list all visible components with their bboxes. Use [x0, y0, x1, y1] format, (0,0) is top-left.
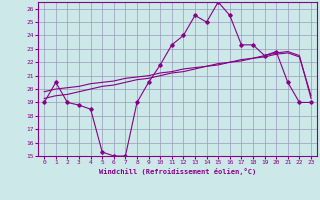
X-axis label: Windchill (Refroidissement éolien,°C): Windchill (Refroidissement éolien,°C): [99, 168, 256, 175]
